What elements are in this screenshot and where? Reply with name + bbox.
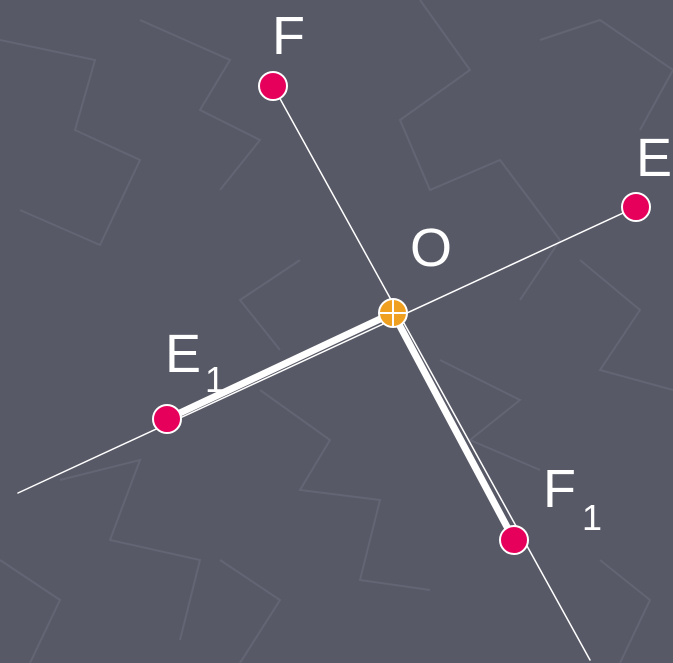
segment-oe1 bbox=[163, 309, 397, 423]
segment-of1 bbox=[389, 309, 518, 544]
label-f: F bbox=[272, 6, 305, 66]
line-ff1 bbox=[272, 85, 591, 661]
label-o: O bbox=[410, 218, 452, 278]
label-f1: F bbox=[543, 459, 576, 519]
lines bbox=[17, 85, 637, 661]
point-f bbox=[258, 71, 288, 101]
line-ee1 bbox=[17, 206, 637, 494]
label-f1-sub: 1 bbox=[582, 497, 602, 538]
points bbox=[152, 71, 651, 555]
label-e1: E bbox=[165, 324, 201, 384]
point-e1 bbox=[152, 404, 182, 434]
point-f1 bbox=[499, 525, 529, 555]
label-e1-sub: 1 bbox=[205, 359, 225, 400]
label-e: E bbox=[636, 128, 672, 188]
point-e bbox=[621, 192, 651, 222]
